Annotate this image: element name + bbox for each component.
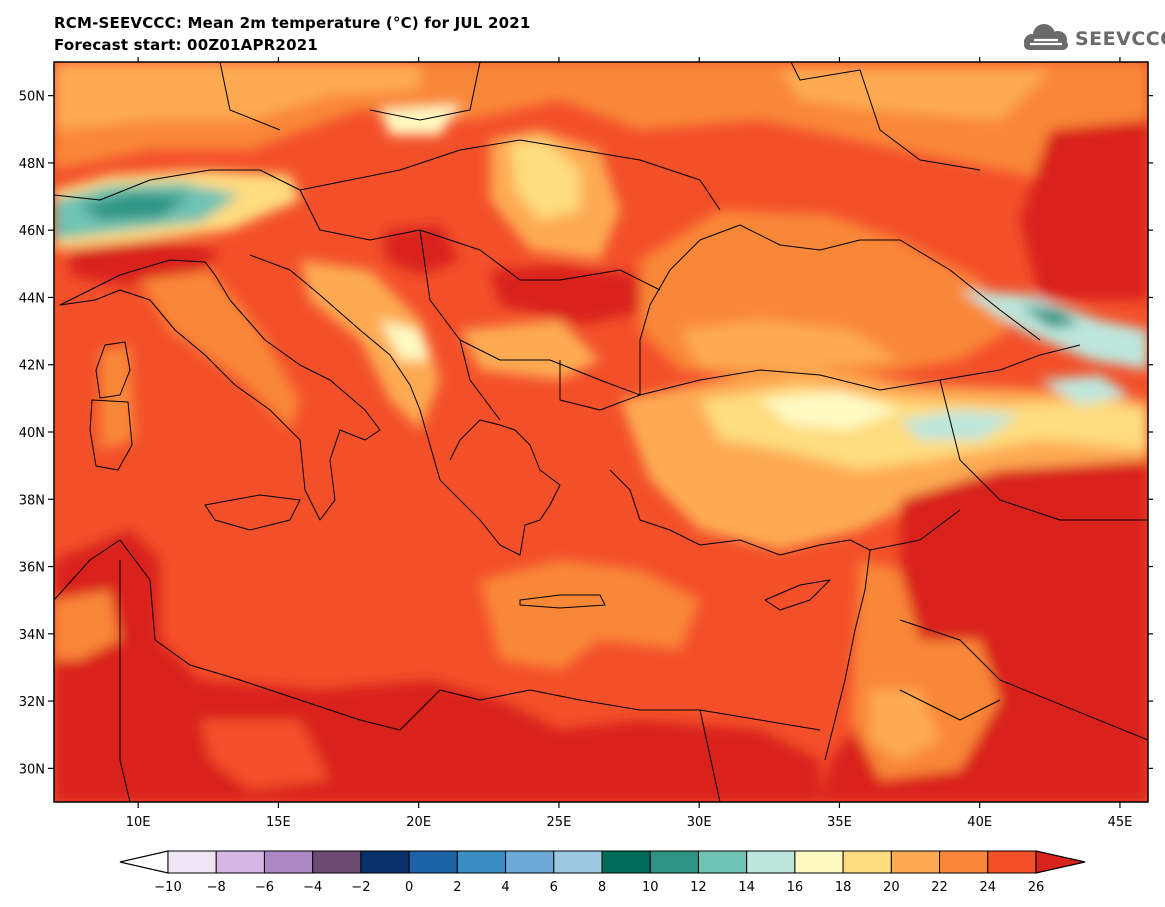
latitude-axis: 50N 48N 46N 44N 42N 40N 38N 36N 34N 32N 30N bbox=[19, 90, 1153, 777]
colorbar-tick-label: 4 bbox=[501, 880, 509, 895]
colorbar-swatch bbox=[842, 850, 892, 874]
colorbar-tick-label: 2 bbox=[453, 880, 461, 895]
colorbar-tick-label: 14 bbox=[738, 880, 755, 895]
coastlines bbox=[54, 62, 1148, 802]
colorbar-tick-label: 24 bbox=[980, 880, 997, 895]
lon-label: 15E bbox=[266, 815, 291, 830]
temperature-field bbox=[54, 62, 1148, 802]
lon-label: 35E bbox=[827, 815, 852, 830]
colorbar-swatch bbox=[697, 850, 748, 874]
colorbar-tick-label: 22 bbox=[931, 880, 948, 895]
lon-label: 20E bbox=[406, 815, 431, 830]
colorbar-swatch bbox=[456, 850, 507, 874]
map-title: RCM-SEEVCCC: Mean 2m temperature (°C) fo… bbox=[54, 14, 531, 32]
cloud-icon bbox=[1024, 24, 1068, 50]
lat-label: 38N bbox=[19, 493, 45, 508]
colorbar-swatch bbox=[746, 850, 796, 874]
colorbar-tick-label: 26 bbox=[1028, 880, 1045, 895]
lat-label: 42N bbox=[19, 359, 45, 374]
lat-label: 44N bbox=[19, 291, 45, 306]
colorbar-tick-label: 8 bbox=[598, 880, 606, 895]
colorbar-swatch bbox=[601, 850, 651, 874]
colorbar-swatch bbox=[505, 850, 555, 874]
colorbar-tick-label: −2 bbox=[351, 880, 370, 895]
lon-label: 40E bbox=[967, 815, 992, 830]
lon-label: 10E bbox=[126, 815, 151, 830]
colorbar-swatch bbox=[987, 850, 1037, 874]
colorbar-swatch bbox=[263, 850, 314, 874]
colorbar-swatch bbox=[553, 850, 603, 874]
lat-label: 36N bbox=[19, 561, 45, 576]
forecast-start: Forecast start: 00Z01APR2021 bbox=[54, 36, 318, 54]
colorbar-swatch bbox=[649, 850, 699, 874]
colorbar-tick-label: −6 bbox=[255, 880, 274, 895]
logo-text: SEEVCCC bbox=[1075, 28, 1165, 50]
lat-label: 50N bbox=[19, 90, 45, 105]
colorbar-tick-label: 20 bbox=[883, 880, 900, 895]
colorbar-swatch bbox=[360, 850, 410, 874]
colorbar-swatch bbox=[312, 850, 362, 874]
colorbar-swatch bbox=[215, 850, 265, 874]
colorbar-swatch bbox=[408, 850, 458, 874]
lon-label: 45E bbox=[1108, 815, 1133, 830]
lon-label: 30E bbox=[687, 815, 712, 830]
colorbar-tick-label: 12 bbox=[690, 880, 707, 895]
colorbar-swatch bbox=[794, 850, 844, 874]
lat-label: 46N bbox=[19, 224, 45, 239]
colorbar-tick-label: −4 bbox=[303, 880, 322, 895]
colorbar-tick-label: 0 bbox=[405, 880, 413, 895]
longitude-axis: 10E 15E 20E 25E 30E 35E 40E 45E bbox=[126, 57, 1133, 830]
colorbar-over-arrow bbox=[1035, 850, 1086, 874]
lat-label: 48N bbox=[19, 157, 45, 172]
colorbar-swatch bbox=[890, 850, 941, 874]
colorbar: −10 −8 −6 −4 −2 0 2 4 6 8 10 12 14 16 18 20 22 24 26 bbox=[119, 850, 1086, 895]
lat-label: 30N bbox=[19, 762, 45, 777]
colorbar-tick-label: −8 bbox=[207, 880, 226, 895]
colorbar-swatch bbox=[939, 850, 989, 874]
lat-label: 34N bbox=[19, 628, 45, 643]
colorbar-tick-label: 18 bbox=[835, 880, 852, 895]
colorbar-tick-label: 6 bbox=[550, 880, 558, 895]
colorbar-tick-label: 10 bbox=[642, 880, 659, 895]
colorbar-under-arrow bbox=[119, 850, 169, 874]
lon-label: 25E bbox=[547, 815, 572, 830]
lat-label: 40N bbox=[19, 426, 45, 441]
colorbar-tick-label: 16 bbox=[787, 880, 804, 895]
lat-label: 32N bbox=[19, 695, 45, 710]
colorbar-swatch bbox=[167, 850, 217, 874]
colorbar-tick-label: −10 bbox=[154, 880, 181, 895]
